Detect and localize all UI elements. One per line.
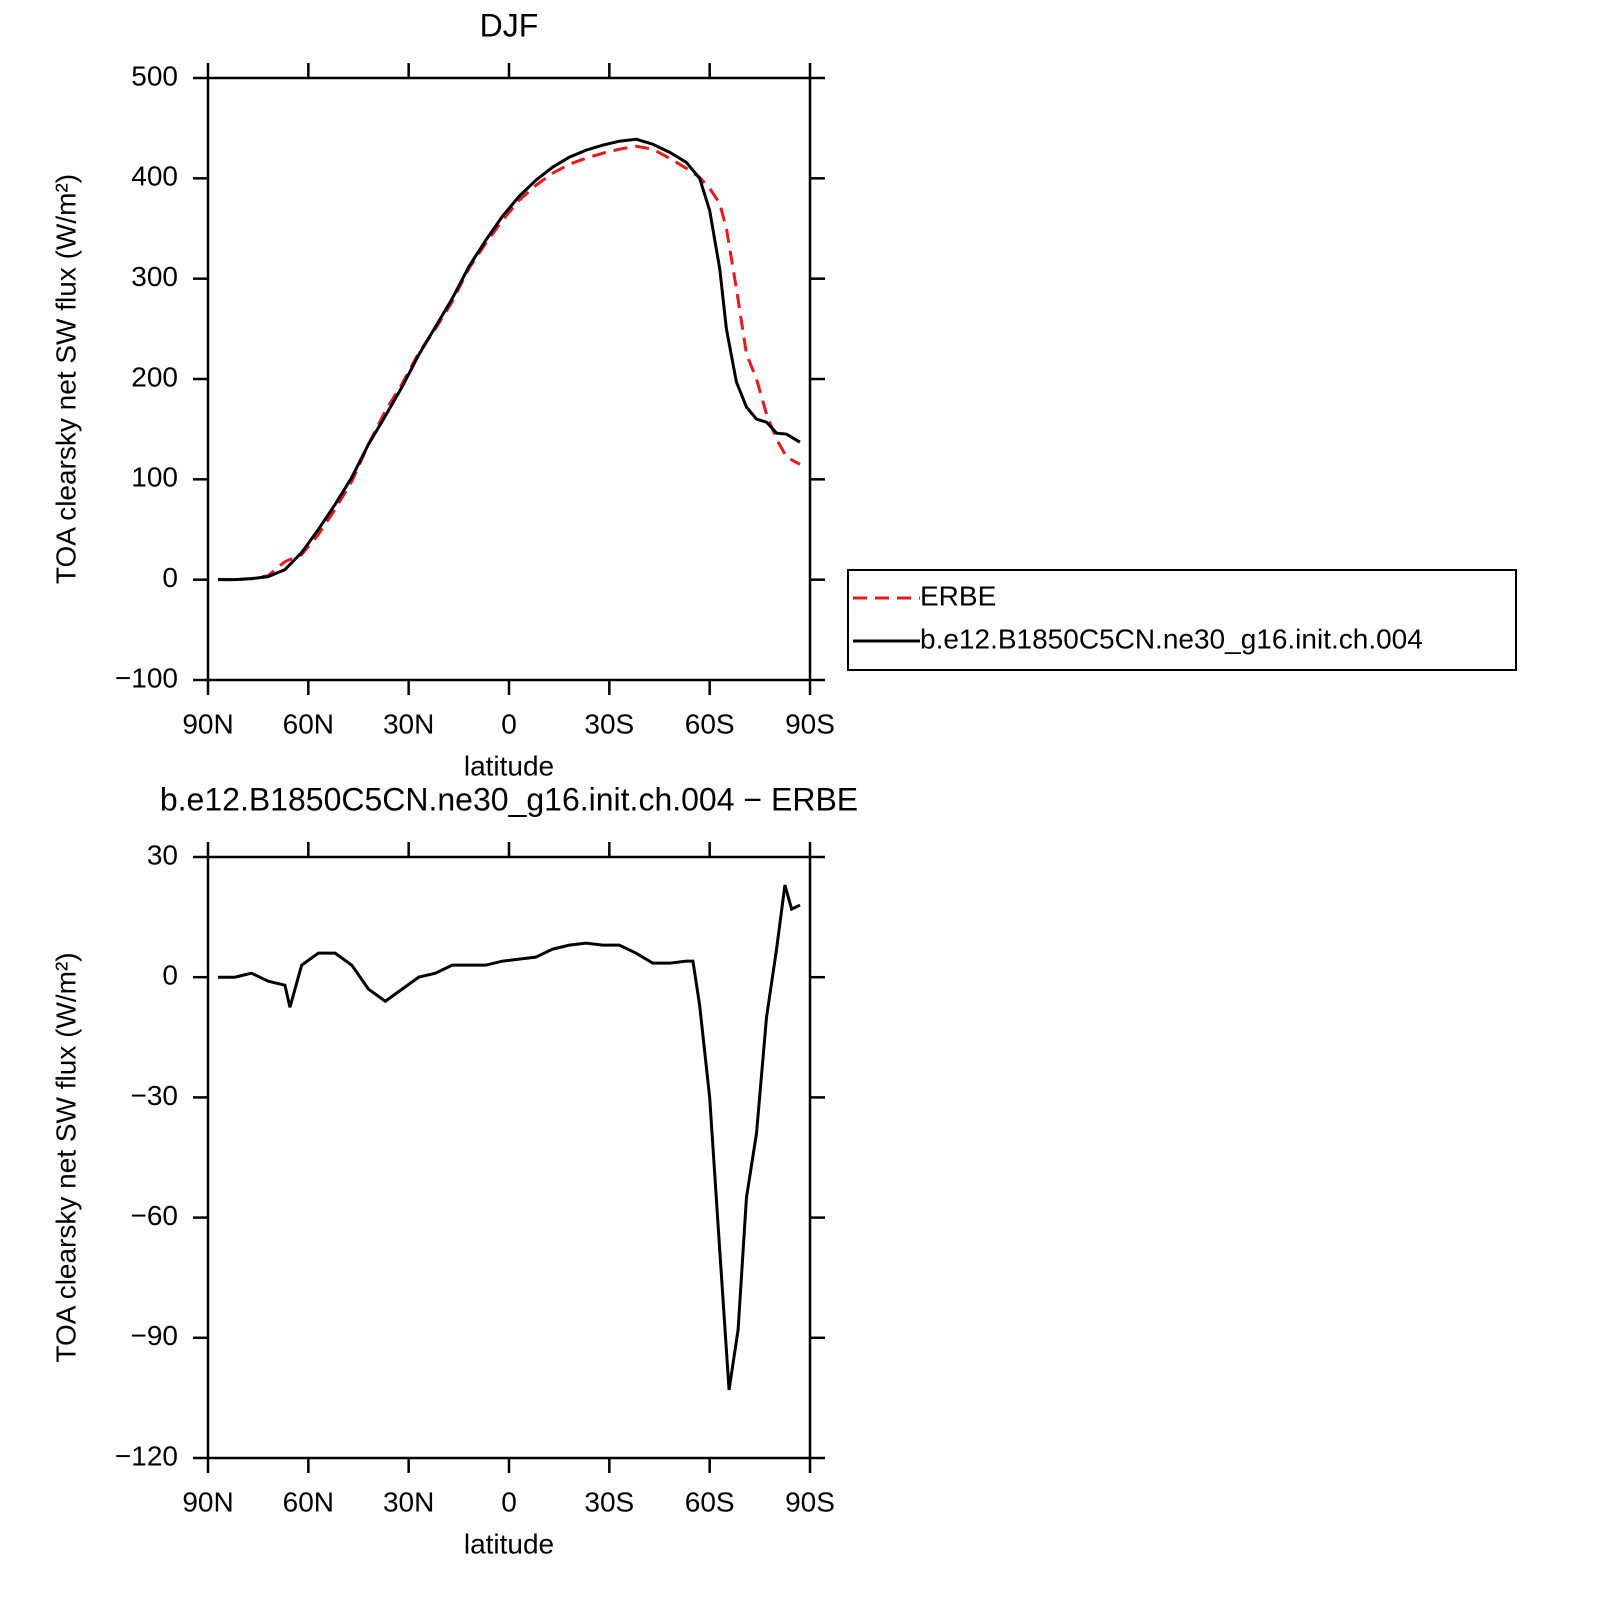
y-tick-label: 0 [162,562,178,593]
y-tick-label: −30 [131,1080,179,1111]
x-tick-label: 90S [785,708,835,739]
legend-label: ERBE [920,580,996,611]
chart-title: b.e12.B1850C5CN.ne30_g16.init.ch.004 − E… [160,781,858,817]
x-tick-label: 60S [685,708,735,739]
x-tick-label: 30S [584,1486,634,1517]
y-tick-label: 100 [131,462,178,493]
legend-box [847,569,1517,671]
y-tick-label: 0 [162,960,178,991]
y-tick-label: −100 [115,662,178,693]
y-tick-label: −120 [115,1440,178,1471]
x-tick-label: 90N [182,708,233,739]
data-line [218,144,801,582]
x-axis-label: latitude [464,750,554,781]
x-tick-label: 60N [283,708,334,739]
x-axis-label: latitude [464,1528,554,1559]
plot-frame [206,76,812,682]
x-tick-label: 90S [785,1486,835,1517]
data-line [218,137,801,582]
legend-label: b.e12.B1850C5CN.ne30_g16.init.ch.004 [920,623,1423,654]
x-tick-label: 30N [383,1486,434,1517]
y-tick-label: 300 [131,261,178,292]
y-tick-label: 500 [131,60,178,91]
y-tick-label: 30 [147,839,178,870]
chart-title: DJF [480,7,539,43]
x-tick-label: 30S [584,708,634,739]
x-tick-label: 0 [501,708,517,739]
x-tick-label: 90N [182,1486,233,1517]
y-axis-label: TOA clearsky net SW flux (W/m²) [50,952,81,1362]
data-line [218,884,801,1391]
plot-frame [206,855,812,1460]
x-tick-label: 60S [685,1486,735,1517]
y-tick-label: −60 [131,1200,179,1231]
y-tick-label: −90 [131,1320,179,1351]
x-tick-label: 30N [383,708,434,739]
y-tick-label: 400 [131,161,178,192]
x-tick-label: 0 [501,1486,517,1517]
x-tick-label: 60N [283,1486,334,1517]
y-axis-label: TOA clearsky net SW flux (W/m²) [50,174,81,584]
y-tick-label: 200 [131,361,178,392]
